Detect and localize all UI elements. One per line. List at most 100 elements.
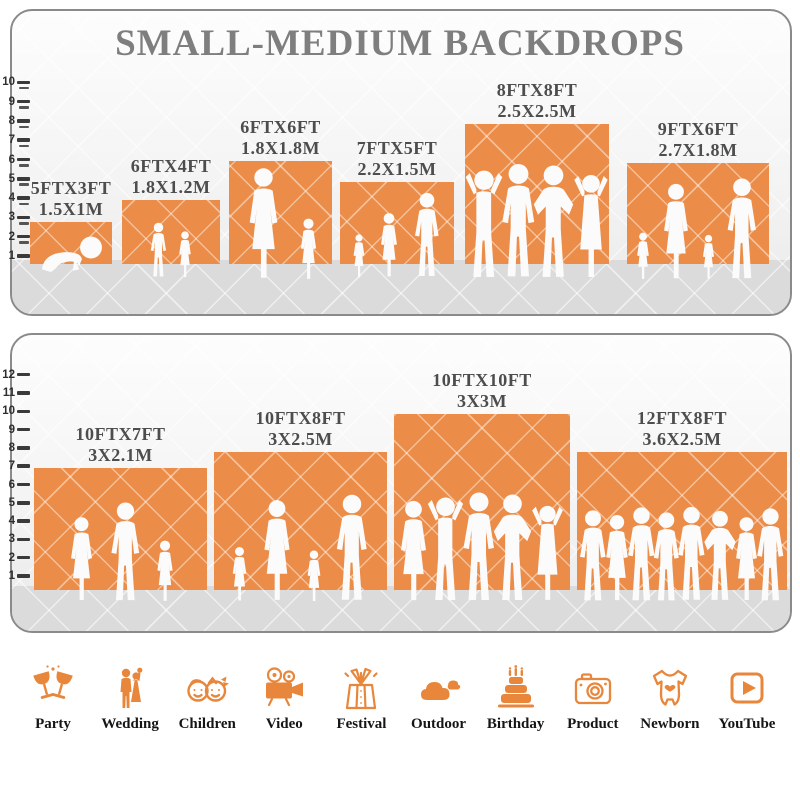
- boy-silhouette: [148, 222, 170, 278]
- ruler-tick-8: 8: [0, 115, 30, 127]
- ruler-tick-4: 4: [0, 515, 30, 527]
- category-wedding: Wedding: [93, 664, 167, 733]
- ruler-tick-number: 1: [8, 570, 15, 582]
- ruler-tick-11: 11: [0, 387, 30, 399]
- people-silhouettes: [350, 192, 444, 278]
- backdrop-bar-10ftx8ft: 10FTX8FT 3X2.5M: [214, 408, 387, 590]
- category-birthday: Birthday: [479, 664, 553, 733]
- category-label: Festival: [336, 716, 387, 732]
- video-camera-icon: [260, 664, 308, 712]
- ruler-tick-mark: [17, 446, 30, 450]
- people-silhouettes: [228, 494, 373, 602]
- ruler-tick-5: 5: [0, 497, 30, 509]
- ruler-tick-number: 10: [2, 76, 15, 89]
- ruler-tick-mark: [17, 519, 30, 523]
- man-silhouette: [752, 508, 790, 602]
- ruler-tick-mark: [17, 464, 30, 468]
- woman-silhouette: [241, 167, 286, 280]
- category-label: Wedding: [101, 716, 159, 732]
- backdrop-bar-9ftx6ft: 9FTX6FT 2.7X1.8M: [627, 119, 769, 264]
- woman-arms-up-silhouette: [524, 502, 571, 602]
- category-label: Outdoor: [411, 716, 467, 732]
- onesie-icon: [646, 664, 694, 712]
- category-product: Product: [556, 664, 630, 733]
- ruler-tick-10: 10: [0, 405, 30, 417]
- ruler-tick-number: 4: [8, 515, 15, 528]
- category-label: Video: [265, 716, 303, 732]
- ruler-tick-mark: [17, 501, 30, 505]
- size-meters-text: 3.6X2.5M: [642, 428, 722, 449]
- size-meters-text: 1.8X1.2M: [131, 176, 211, 197]
- ruler-tick-mark: [17, 427, 30, 432]
- girl-silhouette: [350, 234, 368, 278]
- backdrop-bar-5ftx3ft: 5FTX3FT 1.5X1M: [30, 178, 112, 264]
- size-meters-text: 2.7X1.8M: [658, 139, 738, 160]
- size-meters-text: 1.8X1.8M: [240, 137, 320, 158]
- photo-camera-icon: [569, 664, 617, 712]
- ruler-tick-9: 9: [0, 96, 30, 108]
- ruler-tick-mark: [17, 196, 30, 200]
- woman-silhouette: [64, 516, 98, 602]
- ruler-tick-mark: [17, 555, 30, 560]
- backdrop-bar-6ftx6ft: 6FTX6FT 1.8X1.8M: [229, 117, 332, 264]
- people-silhouettes: [393, 492, 571, 602]
- category-video: Video: [247, 664, 321, 733]
- man-silhouette: [722, 178, 763, 280]
- ruler-tick-number: 12: [2, 368, 15, 381]
- ruler-tick-number: 11: [2, 387, 15, 399]
- category-icon-row: Party Wedding Children Video Festival Outdoor…: [16, 664, 784, 733]
- girl-silhouette: [634, 232, 653, 280]
- ruler-tick-number: 2: [8, 551, 15, 564]
- ruler-tick-number: 7: [8, 460, 15, 473]
- size-feet-text: 10FTX7FT: [75, 424, 166, 445]
- woman-silhouette: [657, 183, 696, 280]
- size-feet-text: 12FTX8FT: [636, 408, 728, 429]
- ruler-tick-mark: [17, 119, 30, 123]
- ruler-tick-number: 4: [8, 192, 15, 205]
- ruler-tick-7: 7: [0, 460, 30, 472]
- size-meters-text: 3X3M: [456, 390, 507, 411]
- category-label: YouTube: [718, 716, 776, 732]
- ruler-tick-number: 3: [8, 211, 15, 224]
- wedding-icon: [106, 664, 154, 712]
- people-silhouettes: [458, 163, 617, 279]
- size-feet-text: 10FTX10FT: [432, 370, 532, 391]
- ruler-tick-8: 8: [0, 442, 30, 454]
- category-newborn: Newborn: [633, 664, 707, 733]
- ruler-tick-number: 1: [8, 250, 15, 262]
- size-meters-text: 2.2X1.5M: [357, 158, 437, 179]
- ruler-tick-3: 3: [0, 211, 30, 223]
- backdrop-size-label: 7FTX5FT 2.2X1.5M: [357, 138, 438, 179]
- baby-silhouette: [36, 232, 107, 272]
- backdrop-size-label: 6FTX4FT 1.8X1.2M: [131, 156, 212, 197]
- woman-arms-up-silhouette: [566, 171, 617, 279]
- ruler-tick-mark: [17, 574, 30, 578]
- category-label: Newborn: [640, 716, 700, 732]
- backdrop-size-label: 10FTX8FT 3X2.5M: [255, 408, 345, 449]
- ruler-tick-mark: [17, 409, 30, 414]
- category-youtube: YouTube: [710, 664, 784, 733]
- children-icon: [183, 664, 231, 712]
- woman-silhouette: [376, 212, 402, 278]
- people-silhouettes: [575, 506, 790, 602]
- ruler-tick-number: 2: [8, 230, 15, 243]
- people-silhouettes: [241, 167, 321, 280]
- ruler-tick-number: 9: [8, 423, 15, 436]
- backdrop-size-label: 9FTX6FT 2.7X1.8M: [658, 119, 739, 160]
- ruler-tick-1: 1: [0, 570, 30, 582]
- ruler-tick-mark: [17, 482, 30, 487]
- ruler-tick-10: 10: [0, 76, 30, 88]
- category-label: Children: [178, 716, 236, 732]
- ruler-tick-mark: [17, 157, 30, 162]
- backdrop-size-label: 12FTX8FT 3.6X2.5M: [637, 408, 727, 449]
- size-meters-text: 1.5X1M: [38, 198, 104, 219]
- ruler-tick-12: 12: [0, 369, 30, 381]
- ruler-tick-4: 4: [0, 192, 30, 204]
- backdrop-bar-10ftx7ft: 10FTX7FT 3X2.1M: [34, 424, 207, 590]
- backdrop-size-label: 6FTX6FT 1.8X1.8M: [240, 117, 321, 158]
- cloud-icon: [415, 664, 463, 712]
- cake-icon: [492, 664, 540, 712]
- ruler-tick-number: 3: [8, 533, 15, 546]
- size-feet-text: 7FTX5FT: [356, 138, 438, 159]
- size-meters-text: 3X2.5M: [268, 428, 333, 449]
